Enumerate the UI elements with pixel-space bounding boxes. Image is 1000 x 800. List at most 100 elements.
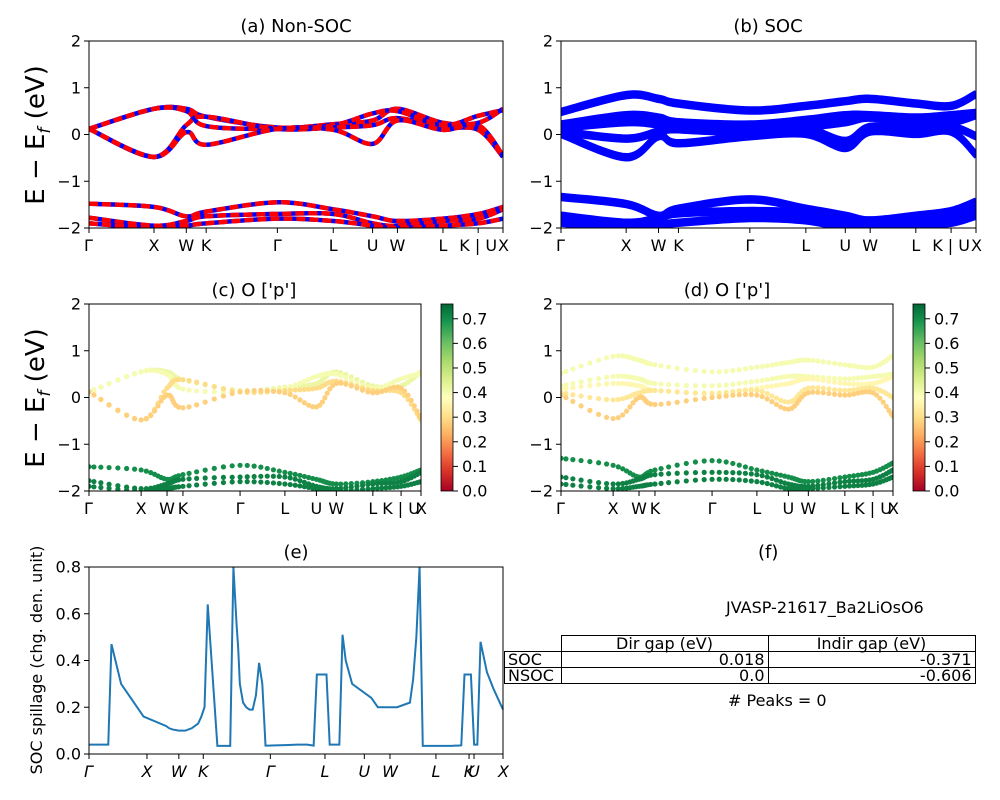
y-tick-label: −2 bbox=[57, 219, 81, 238]
band-point bbox=[674, 479, 680, 485]
band-point bbox=[587, 484, 593, 490]
band-point bbox=[742, 380, 749, 386]
band-point bbox=[292, 476, 298, 482]
band-point bbox=[194, 475, 200, 482]
band-point bbox=[132, 466, 138, 472]
band-point bbox=[220, 479, 227, 486]
band-point bbox=[759, 377, 765, 384]
band-point bbox=[620, 412, 626, 418]
band-point bbox=[563, 368, 569, 375]
band-point bbox=[604, 374, 610, 380]
band-point bbox=[826, 386, 832, 392]
band-point bbox=[837, 387, 843, 393]
band-point bbox=[815, 385, 821, 391]
x-tick-label: W bbox=[390, 236, 406, 255]
colorbar-tick-label: 0.3 bbox=[934, 408, 959, 427]
x-tick-label: U bbox=[358, 762, 370, 781]
band-point bbox=[596, 375, 602, 382]
band-point bbox=[343, 481, 349, 487]
band-point bbox=[851, 478, 857, 484]
band-point bbox=[365, 486, 371, 491]
band-point bbox=[769, 399, 775, 405]
panel-a-title: (a) Non-SOC bbox=[240, 16, 351, 37]
band-point bbox=[658, 381, 664, 387]
band-point bbox=[211, 480, 217, 486]
band-point bbox=[604, 355, 610, 361]
panel-a-plot bbox=[89, 104, 503, 228]
band-point bbox=[859, 482, 865, 488]
band-point bbox=[370, 481, 376, 487]
x-tick-label: K | U bbox=[459, 236, 497, 255]
band-line-red bbox=[89, 216, 503, 228]
band-point bbox=[716, 469, 722, 475]
band-point bbox=[418, 479, 421, 485]
band-line bbox=[561, 94, 976, 117]
band-point bbox=[851, 375, 857, 382]
band-point bbox=[176, 377, 182, 383]
band-point bbox=[229, 474, 235, 480]
x-tick-label: X bbox=[149, 236, 160, 255]
band-point bbox=[414, 408, 420, 414]
band-point bbox=[826, 359, 832, 366]
band-point bbox=[297, 397, 303, 403]
band-point bbox=[401, 388, 408, 394]
band-point bbox=[855, 478, 861, 484]
band-point bbox=[701, 395, 707, 401]
band-point bbox=[91, 392, 97, 398]
band-point bbox=[292, 382, 298, 388]
band-point bbox=[723, 368, 729, 374]
band-point bbox=[773, 382, 780, 389]
y-tick-label: 2 bbox=[71, 32, 81, 51]
band-point bbox=[754, 472, 760, 478]
x-tick-label: X bbox=[888, 499, 899, 518]
band-point bbox=[709, 383, 715, 389]
band-point bbox=[578, 403, 584, 409]
x-tick-label: Γ bbox=[273, 236, 282, 255]
x-tick-label: Γ bbox=[84, 762, 94, 781]
band-point bbox=[237, 462, 243, 468]
y-tick-label: −2 bbox=[57, 482, 81, 501]
x-tick-label: K bbox=[198, 762, 210, 781]
band-point bbox=[270, 467, 276, 473]
band-point bbox=[764, 396, 770, 402]
band-point bbox=[604, 461, 610, 467]
band-line bbox=[561, 192, 976, 222]
band-point bbox=[91, 478, 97, 485]
band-point bbox=[106, 481, 112, 487]
band-point bbox=[831, 375, 838, 381]
band-point bbox=[138, 467, 144, 473]
x-tick-label: K bbox=[650, 499, 661, 518]
x-tick-label: L bbox=[280, 499, 289, 518]
band-point bbox=[851, 381, 857, 387]
band-point bbox=[211, 383, 217, 390]
spillage-line bbox=[89, 566, 504, 747]
band-point bbox=[276, 468, 282, 474]
band-point bbox=[683, 470, 689, 476]
band-point bbox=[842, 380, 848, 387]
band-point bbox=[98, 384, 104, 390]
band-point bbox=[282, 469, 288, 475]
band-point bbox=[736, 477, 742, 483]
band-point bbox=[615, 380, 621, 386]
band-point bbox=[570, 392, 576, 398]
band-point bbox=[563, 382, 569, 388]
band-point bbox=[701, 383, 707, 389]
panel-e-frame bbox=[88, 566, 504, 755]
band-point bbox=[276, 480, 282, 487]
band-point bbox=[264, 465, 270, 472]
band-point bbox=[98, 484, 104, 491]
band-point bbox=[877, 395, 883, 401]
band-point bbox=[831, 484, 838, 490]
band-point bbox=[859, 478, 865, 484]
band-point bbox=[652, 387, 658, 394]
band-point bbox=[769, 475, 775, 482]
band-point bbox=[826, 476, 832, 483]
band-point bbox=[842, 479, 848, 485]
x-tick-label: X bbox=[140, 762, 153, 781]
band-point bbox=[301, 378, 308, 384]
y-tick-label: −1 bbox=[529, 172, 553, 191]
band-point bbox=[202, 481, 208, 487]
